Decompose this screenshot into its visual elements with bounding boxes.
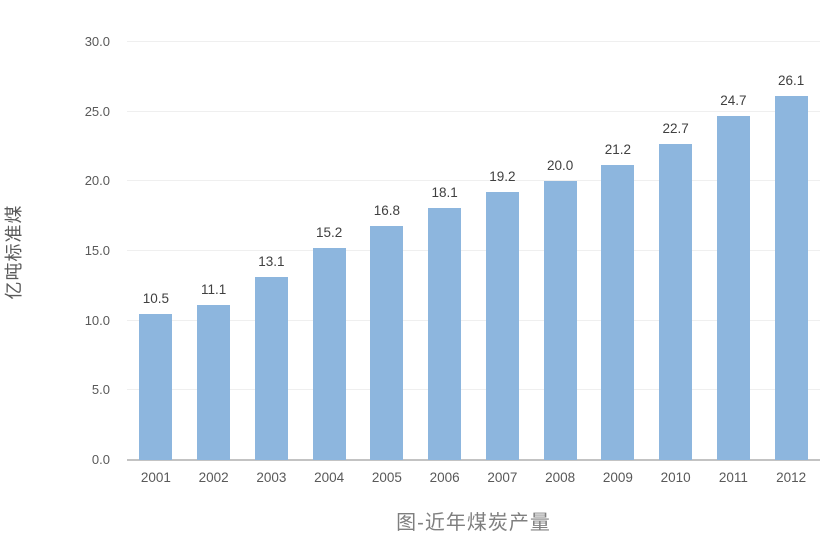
y-axis-title: 亿吨标准煤 bbox=[4, 204, 24, 300]
bar-value-label: 15.2 bbox=[315, 225, 343, 241]
gridline bbox=[127, 41, 820, 42]
x-tick-label: 2001 bbox=[140, 470, 171, 485]
x-tick-label: 2008 bbox=[545, 470, 576, 485]
x-tick-label: 2009 bbox=[602, 470, 633, 485]
bar-value-label: 18.1 bbox=[431, 184, 458, 200]
x-tick-label: 2007 bbox=[487, 470, 518, 485]
x-axis-line bbox=[127, 459, 820, 461]
bar-2001 bbox=[139, 313, 173, 460]
bar-value-label: 10.5 bbox=[142, 290, 170, 306]
bar-value-label: 16.8 bbox=[373, 202, 401, 218]
x-tick-label: 2005 bbox=[371, 470, 402, 485]
bar-value-label: 20.0 bbox=[546, 158, 574, 174]
bar-2002 bbox=[197, 305, 231, 460]
plot-area bbox=[127, 41, 820, 461]
bar-value-label: 13.1 bbox=[258, 254, 285, 270]
bar-value-label: 26.1 bbox=[777, 73, 805, 89]
y-tick-label: 0.0 bbox=[91, 452, 110, 467]
bar-2006 bbox=[428, 207, 462, 460]
bar-value-label: 21.2 bbox=[604, 141, 632, 157]
bar-2008 bbox=[543, 181, 577, 460]
bar-value-label: 19.2 bbox=[489, 169, 516, 185]
bar-value-label: 22.7 bbox=[662, 120, 689, 136]
gridline bbox=[127, 389, 820, 391]
y-tick-label: 20.0 bbox=[84, 173, 110, 189]
gridline bbox=[127, 180, 820, 182]
bar-2004 bbox=[312, 248, 346, 460]
bar-2012 bbox=[774, 96, 808, 460]
y-tick-label: 5.0 bbox=[91, 382, 110, 398]
y-tick-label: 10.0 bbox=[84, 312, 110, 328]
bar-2010 bbox=[659, 143, 693, 460]
x-tick-label: 2004 bbox=[314, 470, 345, 485]
x-tick-label: 2010 bbox=[660, 470, 691, 485]
bar-2003 bbox=[254, 277, 288, 460]
x-tick-label: 2011 bbox=[718, 470, 748, 485]
chart-title: 图-近年煤炭产量 bbox=[396, 512, 551, 534]
x-tick-label: 2002 bbox=[198, 470, 229, 485]
x-tick-label: 2006 bbox=[429, 470, 460, 485]
gridline bbox=[127, 110, 820, 112]
bar-value-label: 11.1 bbox=[200, 282, 227, 298]
bar-2011 bbox=[716, 115, 750, 460]
gridline bbox=[127, 319, 820, 321]
y-tick-label: 30.0 bbox=[84, 34, 110, 49]
y-tick-label: 25.0 bbox=[84, 103, 110, 119]
x-tick-label: 2012 bbox=[776, 470, 807, 485]
gridline bbox=[127, 250, 820, 251]
bar-2005 bbox=[370, 225, 404, 460]
y-tick-label: 15.0 bbox=[84, 243, 110, 258]
bar-value-label: 24.7 bbox=[720, 92, 747, 108]
x-tick-label: 2003 bbox=[256, 470, 287, 485]
bar-2007 bbox=[485, 192, 519, 460]
bar-2009 bbox=[601, 164, 635, 460]
